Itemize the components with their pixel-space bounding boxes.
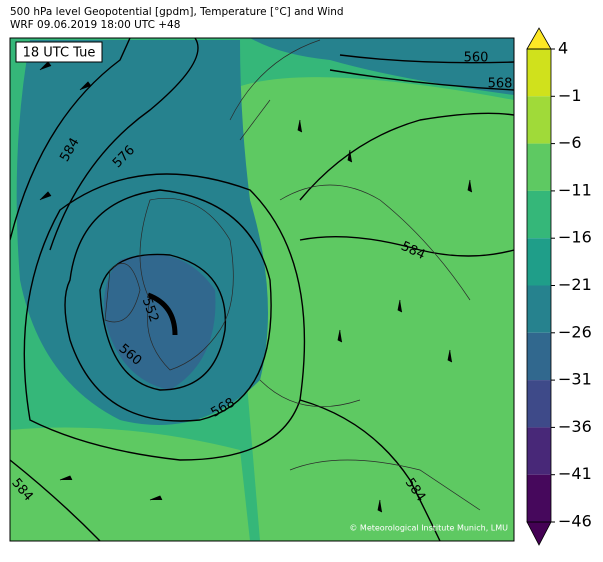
colorbar-band bbox=[527, 96, 551, 144]
cold-area bbox=[250, 38, 514, 95]
warm-area bbox=[230, 77, 514, 541]
low-center bbox=[147, 292, 178, 336]
colorbar-band bbox=[527, 143, 551, 191]
colorbar-tick-label: −36 bbox=[558, 417, 592, 436]
colorbar-band bbox=[527, 427, 551, 475]
colorbar-tick-label: −1 bbox=[558, 86, 582, 105]
colorbar-band bbox=[527, 285, 551, 333]
colorbar-tick-label: −6 bbox=[558, 133, 582, 152]
time-box bbox=[15, 41, 103, 63]
colorbar-band bbox=[527, 49, 551, 97]
colorbar-tick-label: −16 bbox=[558, 228, 592, 247]
title: 500 hPa level Geopotential [gpdm], Tempe… bbox=[10, 6, 344, 18]
credit: © Meteorological Institute Munich, LMU bbox=[349, 524, 508, 533]
colorbar-tick-label: −11 bbox=[558, 180, 592, 199]
map: 584 576 560 568 584 552 560 568 584 584 … bbox=[10, 38, 514, 541]
colorbar-tick-label: −31 bbox=[558, 370, 592, 389]
colorbar-tick-label: −41 bbox=[558, 464, 592, 483]
time-label: 18 UTC Tue bbox=[23, 46, 96, 61]
contour-label: 560 bbox=[464, 51, 489, 66]
colorbar-band bbox=[527, 332, 551, 381]
contour-label: 568 bbox=[488, 77, 513, 92]
subtitle: WRF 09.06.2019 18:00 UTC +48 bbox=[10, 19, 180, 31]
colorbar-tick-label: 4 bbox=[558, 39, 568, 58]
warm-area bbox=[10, 427, 250, 541]
colorbar-band bbox=[527, 190, 551, 239]
map-frame bbox=[9, 37, 515, 542]
colorbar: 4 −1 −6 −11 −16 −21 −26 −31 −36 −41 −46 bbox=[526, 27, 592, 546]
colorbar-tick-label: −46 bbox=[558, 512, 592, 531]
coastlines bbox=[104, 39, 481, 511]
colorbar-band bbox=[527, 380, 551, 428]
contours bbox=[10, 38, 514, 541]
colorbar-band bbox=[527, 238, 551, 286]
colorbar-tick-label: −26 bbox=[558, 322, 592, 341]
colorbar-band bbox=[527, 474, 551, 522]
colorbar-extend bbox=[526, 521, 552, 546]
colorbar-extend bbox=[526, 27, 552, 50]
colorbar-tick-label: −21 bbox=[558, 275, 592, 294]
cold-core bbox=[104, 254, 216, 390]
